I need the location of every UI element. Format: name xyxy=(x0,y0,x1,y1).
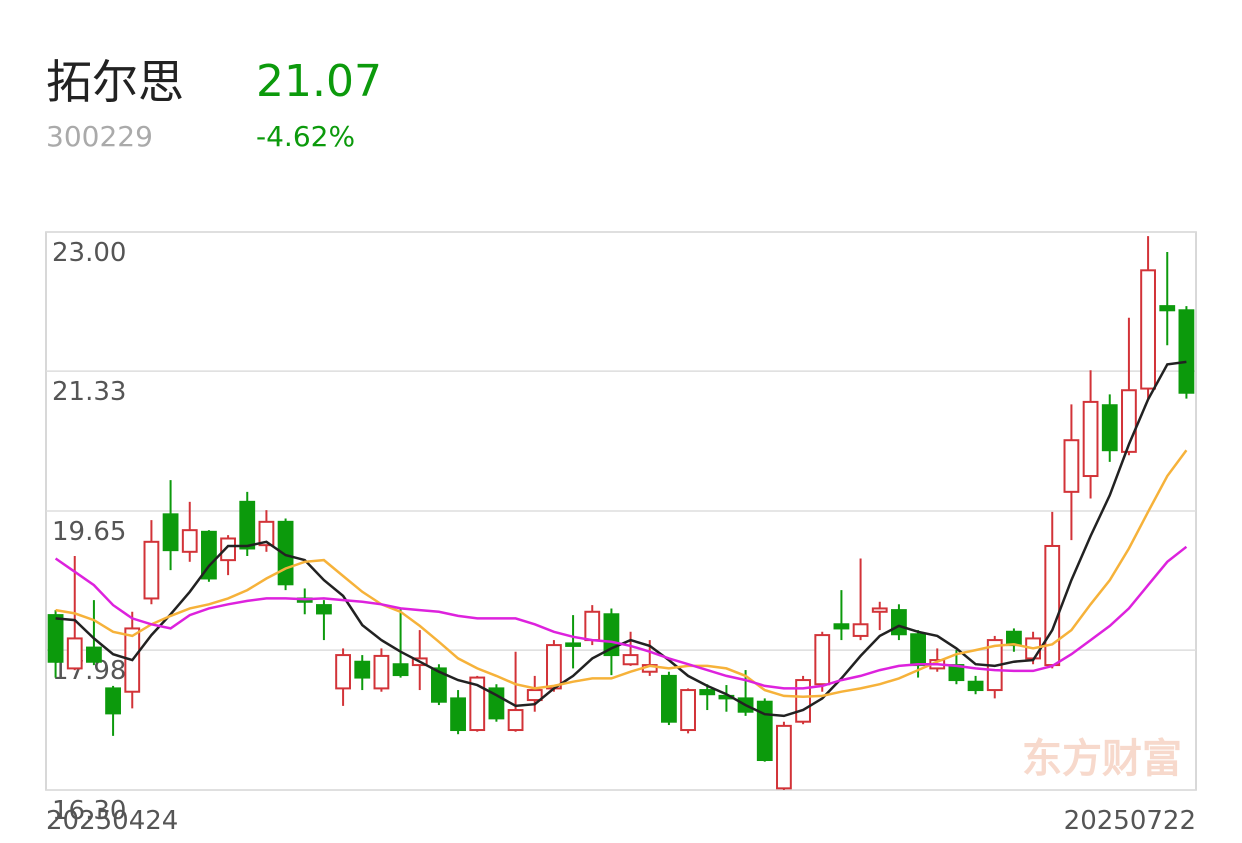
candle-body xyxy=(756,700,773,762)
candle-body xyxy=(546,644,562,690)
candle-body xyxy=(814,634,831,686)
stock-price: 21.07 xyxy=(256,56,382,107)
candle-body xyxy=(373,654,390,690)
candle-body xyxy=(507,709,524,732)
candle-body xyxy=(277,520,294,586)
candle-body xyxy=(699,689,716,696)
candle-body xyxy=(967,680,984,692)
candle-body xyxy=(201,530,217,580)
y-tick-label: 16.30 xyxy=(52,796,126,826)
candle-body xyxy=(871,607,888,613)
price-change: -4.62% xyxy=(256,120,355,153)
candle-body xyxy=(335,654,351,690)
candle-body xyxy=(431,667,447,703)
candle-body xyxy=(852,623,869,637)
candle-body xyxy=(565,642,581,647)
candle-body xyxy=(86,646,102,663)
candle-body xyxy=(584,610,601,642)
candle-body xyxy=(776,724,792,790)
candle-body xyxy=(469,676,486,732)
y-tick-label: 23.00 xyxy=(52,238,126,268)
candle-body xyxy=(1159,305,1176,312)
candle-body xyxy=(258,520,275,547)
x-tick-label: 20250424 xyxy=(46,806,178,836)
candle-body xyxy=(450,697,466,732)
candle-body xyxy=(795,679,811,723)
y-tick-label: 19.65 xyxy=(52,517,126,547)
candle-body xyxy=(220,537,236,562)
candle-body xyxy=(1082,400,1099,478)
moving-average-line xyxy=(55,449,1188,698)
candle-body xyxy=(891,609,907,636)
watermark: 东方财富 xyxy=(1022,736,1182,782)
candle-body xyxy=(162,513,179,552)
candle-body xyxy=(1178,309,1195,394)
candle-body xyxy=(1044,544,1061,667)
candle-body xyxy=(143,540,160,600)
candle-body xyxy=(1063,439,1080,493)
candle-body xyxy=(603,613,620,657)
y-tick-label: 21.33 xyxy=(52,377,126,407)
stock-code: 300229 xyxy=(46,120,153,153)
x-tick-label: 20250722 xyxy=(1064,806,1196,836)
candle-body xyxy=(680,689,696,732)
candle-body xyxy=(910,633,926,667)
candle-body xyxy=(526,689,543,702)
candle-body xyxy=(105,687,121,715)
stock-name: 拓尔思 xyxy=(46,55,184,109)
candle-body xyxy=(316,604,332,615)
candle-body xyxy=(239,500,256,550)
candle-body xyxy=(661,674,677,723)
moving-average-line xyxy=(54,545,1188,690)
candle-body xyxy=(354,660,371,679)
candle-body xyxy=(181,529,198,553)
candle-body xyxy=(47,614,64,663)
candle-body xyxy=(622,654,639,666)
candle-body xyxy=(392,663,409,677)
candle-body xyxy=(1140,269,1156,390)
candle-body xyxy=(833,623,850,630)
candle-body xyxy=(1101,404,1118,452)
candle-body xyxy=(66,637,83,670)
